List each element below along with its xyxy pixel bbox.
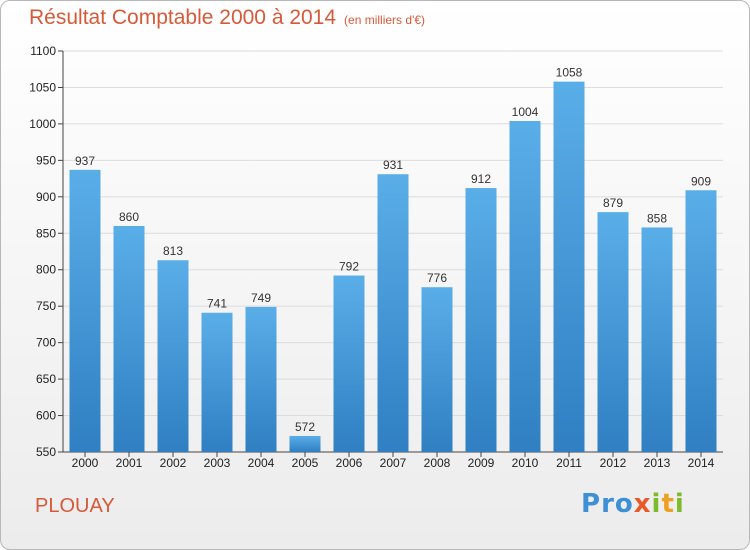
bar <box>377 174 409 452</box>
logo-letter: i <box>651 489 662 519</box>
x-tick-label: 2014 <box>688 456 715 470</box>
bar <box>553 81 585 452</box>
x-tick-label: 2013 <box>644 456 671 470</box>
bars <box>69 81 717 453</box>
bar <box>245 306 277 452</box>
y-tick-label: 850 <box>36 226 56 240</box>
x-tick-label: 2006 <box>336 456 363 470</box>
chart-title-text: Résultat Comptable 2000 à 2014 <box>29 6 337 29</box>
bar-value-label: 749 <box>251 291 271 305</box>
bar <box>69 169 101 453</box>
bar <box>597 212 629 452</box>
x-tick-label: 2005 <box>292 456 319 470</box>
y-tick-label: 750 <box>36 299 56 313</box>
proxiti-logo: Proxiti <box>581 489 685 519</box>
logo-letter: r <box>601 489 615 519</box>
y-tick-label: 650 <box>36 372 56 386</box>
bar <box>465 188 497 452</box>
x-tick-label: 2012 <box>600 456 627 470</box>
x-tick-label: 2011 <box>556 456 582 470</box>
bar-value-label: 741 <box>207 297 227 311</box>
bar-value-label: 858 <box>647 211 667 225</box>
y-tick-label: 1100 <box>30 44 56 58</box>
logo-letter: i <box>674 489 685 519</box>
x-tick-label: 2010 <box>512 456 539 470</box>
y-tick-label: 1000 <box>29 117 56 131</box>
chart-title: Résultat Comptable 2000 à 2014 (en millie… <box>29 6 425 30</box>
bar <box>157 260 189 452</box>
bar <box>201 312 233 452</box>
bar-value-label: 879 <box>603 196 623 210</box>
bar <box>509 120 541 452</box>
x-tick-label: 2001 <box>116 456 143 470</box>
bar-value-label: 909 <box>691 174 711 188</box>
bar <box>289 435 321 452</box>
x-tick-label: 2004 <box>248 456 275 470</box>
bar-value-label: 792 <box>339 260 359 274</box>
bar-value-label: 931 <box>383 158 403 172</box>
labels: 550 600 650 700 750 800 850 900 950 1000 1050 1100 9… <box>29 44 714 470</box>
x-tick-label: 2009 <box>468 456 495 470</box>
chart-unit: (en milliers d'€) <box>344 13 426 27</box>
bar <box>113 225 145 452</box>
y-tick-label: 600 <box>36 409 56 423</box>
bar <box>333 275 365 452</box>
x-tick-label: 2000 <box>72 456 99 470</box>
logo-letter: t <box>661 489 675 519</box>
y-tick-label: 900 <box>36 190 56 204</box>
x-tick-label: 2008 <box>424 456 451 470</box>
bar-value-label: 1058 <box>556 66 583 80</box>
bar-value-label: 1004 <box>512 105 539 119</box>
logo-letter: P <box>581 489 602 519</box>
bar <box>641 227 673 452</box>
bar <box>685 190 717 453</box>
y-tick-label: 950 <box>36 153 56 167</box>
y-tick-label: 700 <box>36 336 56 350</box>
bar-value-label: 776 <box>427 271 447 285</box>
x-tick-label: 2002 <box>160 456 187 470</box>
bar-value-label: 860 <box>119 210 139 224</box>
bar-value-label: 937 <box>75 154 95 168</box>
bar <box>421 287 453 452</box>
place-name: PLOUAY <box>35 495 115 517</box>
y-tick-label: 800 <box>36 263 56 277</box>
y-tick-label: 550 <box>36 445 56 459</box>
x-tick-label: 2007 <box>380 456 407 470</box>
logo-letter: x <box>633 489 652 519</box>
bar-value-label: 912 <box>471 172 491 186</box>
y-tick-label: 1050 <box>29 80 56 94</box>
bar-value-label: 813 <box>163 244 183 258</box>
x-tick-label: 2003 <box>204 456 231 470</box>
bar-value-label: 572 <box>295 420 315 434</box>
logo-letter: o <box>614 489 634 519</box>
